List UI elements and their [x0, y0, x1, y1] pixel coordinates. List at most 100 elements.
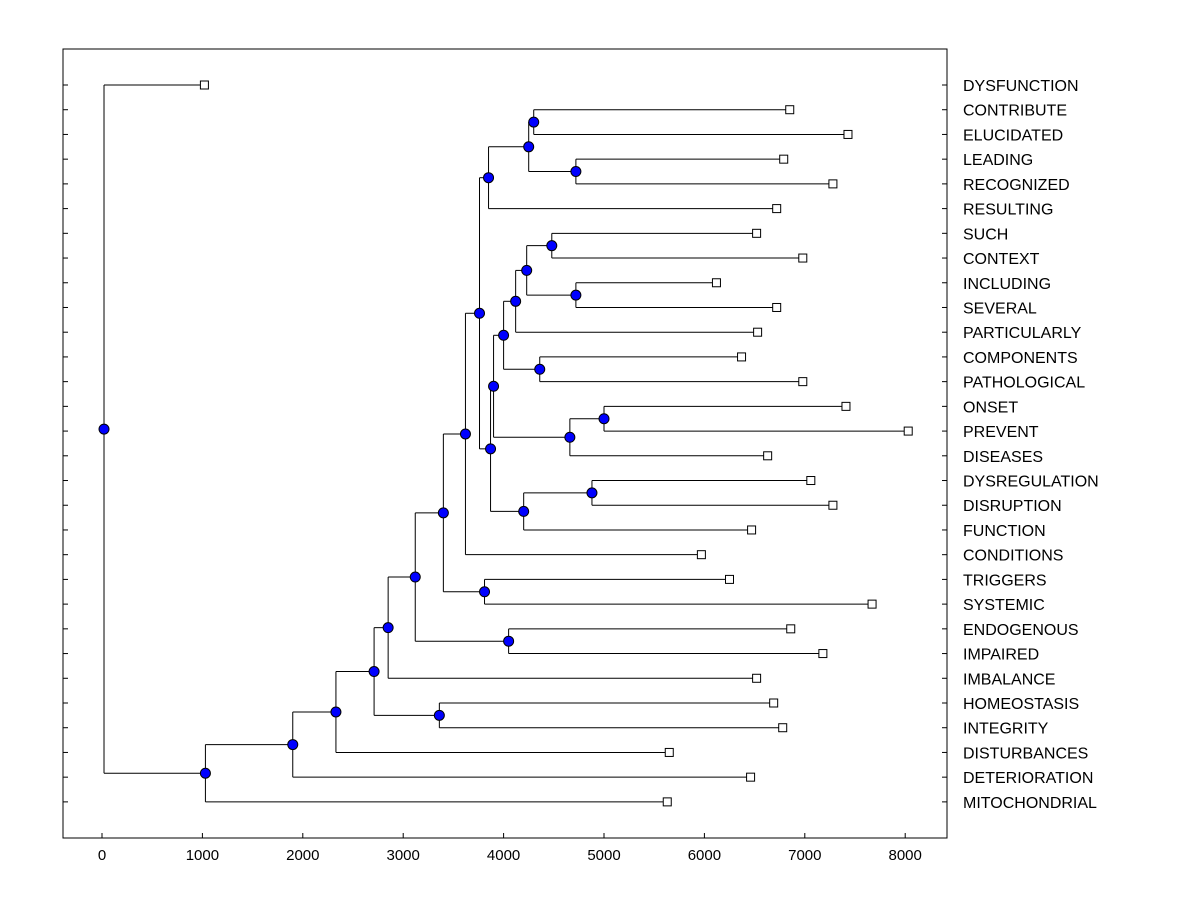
leaf-marker-conditions [696, 550, 706, 560]
leaf-marker-several [772, 302, 782, 312]
merge-node [98, 423, 110, 435]
merge-node [485, 443, 497, 455]
leaf-label-elucidated: ELUCIDATED [963, 127, 1063, 144]
leaf-marker-dysfunction [199, 80, 209, 90]
x-tick-label: 2000 [286, 847, 319, 864]
merge-node [479, 586, 491, 598]
merge-node [523, 141, 535, 153]
leaf-marker-impaired [818, 649, 828, 659]
merge-nodes [98, 116, 610, 779]
leaf-marker-including [711, 278, 721, 288]
leaf-marker-disturbances [664, 747, 674, 757]
leaf-label-deterioration: DETERIORATION [963, 770, 1093, 787]
leaf-label-function: FUNCTION [963, 523, 1046, 540]
x-tick-label: 8000 [889, 847, 922, 864]
leaf-marker-mitochondrial [662, 797, 672, 807]
x-axis: 0 1000 2000 3000 4000 5000 6000 7000 8000 [98, 833, 922, 864]
leaf-marker-dysregulation [806, 476, 816, 486]
x-tick-label: 7000 [788, 847, 821, 864]
leaf-markers [199, 80, 913, 807]
leaf-label-imbalance: IMBALANCE [963, 671, 1055, 688]
leaf-marker-triggers [725, 574, 734, 584]
y-axis-ticks [63, 84, 947, 803]
plot-frame [62, 48, 948, 839]
merge-node [433, 709, 445, 721]
leaf-label-diseases: DISEASES [963, 449, 1043, 466]
merge-node [528, 116, 540, 128]
x-tick-label: 0 [98, 847, 106, 864]
leaf-label-disruption: DISRUPTION [963, 498, 1062, 515]
leaf-marker-components [737, 352, 747, 362]
leaf-marker-elucidated [843, 129, 853, 139]
leaf-marker-resulting [772, 204, 782, 214]
merge-node [488, 380, 500, 392]
leaf-label-disturbances: DISTURBANCES [963, 745, 1088, 762]
leaf-label-systemic: SYSTEMIC [963, 597, 1045, 614]
leaf-marker-pathological [798, 377, 808, 387]
leaf-label-context: CONTEXT [963, 251, 1040, 268]
leaf-marker-recognized [828, 179, 838, 189]
leaf-marker-integrity [778, 723, 788, 733]
x-tick-label: 1000 [186, 847, 219, 864]
leaf-marker-diseases [763, 451, 773, 461]
merge-node [474, 307, 486, 319]
leaf-marker-onset [841, 401, 851, 411]
merge-node [483, 172, 495, 184]
leaf-label-impaired: IMPAIRED [963, 647, 1039, 664]
merge-node [534, 363, 546, 375]
merge-node [287, 739, 299, 751]
leaf-marker-leading [779, 154, 789, 164]
leaf-label-dysfunction: DYSFUNCTION [963, 78, 1079, 95]
dendrogram-branches [103, 84, 909, 803]
leaf-label-mitochondrial: MITOCHONDRIAL [963, 795, 1097, 812]
merge-node [510, 295, 522, 307]
merge-node [586, 487, 598, 499]
merge-node [570, 289, 582, 301]
merge-node [382, 622, 394, 634]
leaf-labels: DYSFUNCTION CONTRIBUTE ELUCIDATED LEADING RE… [963, 78, 1099, 812]
leaf-label-including: INCLUDING [963, 276, 1051, 293]
merge-node [199, 767, 211, 779]
leaf-label-resulting: RESULTING [963, 202, 1053, 219]
leaf-label-recognized: RECOGNIZED [963, 177, 1070, 194]
merge-node [368, 666, 380, 678]
merge-node [330, 706, 342, 718]
leaf-marker-function [747, 525, 757, 535]
leaf-label-particularly: PARTICULARLY [963, 325, 1082, 342]
x-tick-label: 4000 [487, 847, 520, 864]
x-tick-label: 6000 [688, 847, 721, 864]
leaf-marker-such [752, 228, 762, 238]
leaf-label-dysregulation: DYSREGULATION [963, 474, 1099, 491]
merge-node [546, 240, 558, 252]
leaf-label-contribute: CONTRIBUTE [963, 103, 1067, 120]
leaf-label-pathological: PATHOLOGICAL [963, 375, 1085, 392]
merge-node [598, 413, 610, 425]
leaf-marker-imbalance [752, 673, 762, 683]
leaf-label-components: COMPONENTS [963, 350, 1078, 367]
leaf-marker-systemic [867, 599, 877, 609]
leaf-marker-deterioration [746, 772, 756, 782]
leaf-marker-contribute [785, 105, 795, 115]
leaf-label-triggers: TRIGGERS [963, 572, 1047, 589]
leaf-label-conditions: CONDITIONS [963, 548, 1063, 565]
leaf-marker-disruption [828, 500, 838, 510]
leaf-label-several: SEVERAL [963, 300, 1037, 317]
merge-node [409, 571, 421, 583]
merge-node [521, 264, 533, 276]
leaf-marker-endogenous [786, 624, 796, 634]
leaf-label-homeostasis: HOMEOSTASIS [963, 696, 1079, 713]
leaf-label-onset: ONSET [963, 399, 1018, 416]
leaf-marker-context [798, 253, 808, 263]
x-tick-label: 3000 [387, 847, 420, 864]
leaf-label-leading: LEADING [963, 152, 1033, 169]
leaf-marker-particularly [753, 327, 763, 337]
leaf-label-endogenous: ENDOGENOUS [963, 622, 1079, 639]
leaf-marker-prevent [903, 426, 913, 436]
merge-node [564, 431, 576, 443]
merge-node [503, 635, 515, 647]
merge-node [518, 505, 530, 517]
merge-node [459, 428, 471, 440]
leaf-label-such: SUCH [963, 226, 1008, 243]
x-tick-label: 5000 [587, 847, 620, 864]
